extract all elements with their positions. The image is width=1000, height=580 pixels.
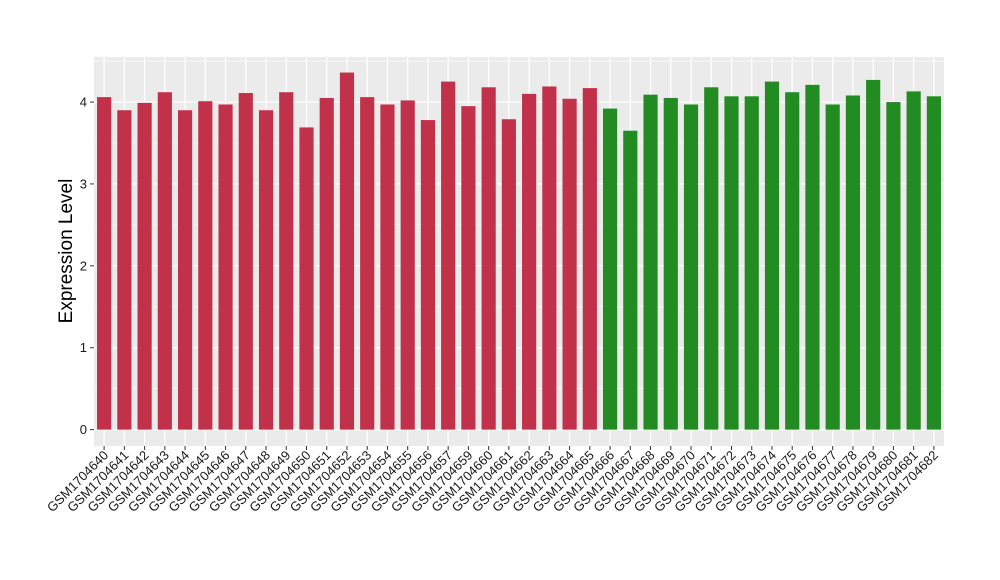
bar [744,96,759,430]
y-tick-label: 1 [80,340,87,355]
bar [724,96,739,430]
x-axis: GSM1704640GSM1704641GSM1704642GSM1704643… [44,446,941,515]
y-tick-label: 3 [80,176,87,191]
bar [926,96,941,430]
bar [623,130,638,430]
bar [683,104,699,430]
bar [117,110,132,430]
bar [501,119,516,430]
bar [238,93,253,430]
bar [299,127,314,430]
y-tick-label: 0 [80,422,87,437]
bar [805,84,820,430]
y-tick-label: 4 [80,95,87,110]
bar [825,104,840,430]
bar [785,92,800,430]
bar [319,97,334,430]
bar [420,120,436,430]
bar [97,97,112,430]
bar [906,91,921,430]
y-tick-label: 2 [80,258,87,273]
plot-panel [94,57,944,446]
bar [764,81,780,430]
bars [97,72,941,430]
bar [704,87,719,430]
bar [542,86,557,430]
bar [866,79,881,430]
bar [360,97,375,430]
bar [562,98,577,430]
bar [481,87,496,430]
bar [441,81,456,430]
bar [461,106,476,430]
bar [157,92,172,430]
bar [602,108,618,430]
bar [137,102,152,430]
bar [582,88,597,430]
y-axis: 0 1 2 3 4 [80,95,94,437]
grid-minor-lines [94,60,944,389]
bar [177,110,193,430]
bar [886,102,901,430]
y-axis-title: Expression Level [56,179,77,324]
bar [198,101,213,430]
bar [845,95,861,430]
bar [522,93,537,430]
bar [258,110,274,430]
bar [380,104,395,430]
bar [643,94,658,430]
bar [400,100,415,430]
bar [279,92,294,430]
bar [339,72,355,430]
bar [663,97,678,430]
bar [218,104,233,430]
